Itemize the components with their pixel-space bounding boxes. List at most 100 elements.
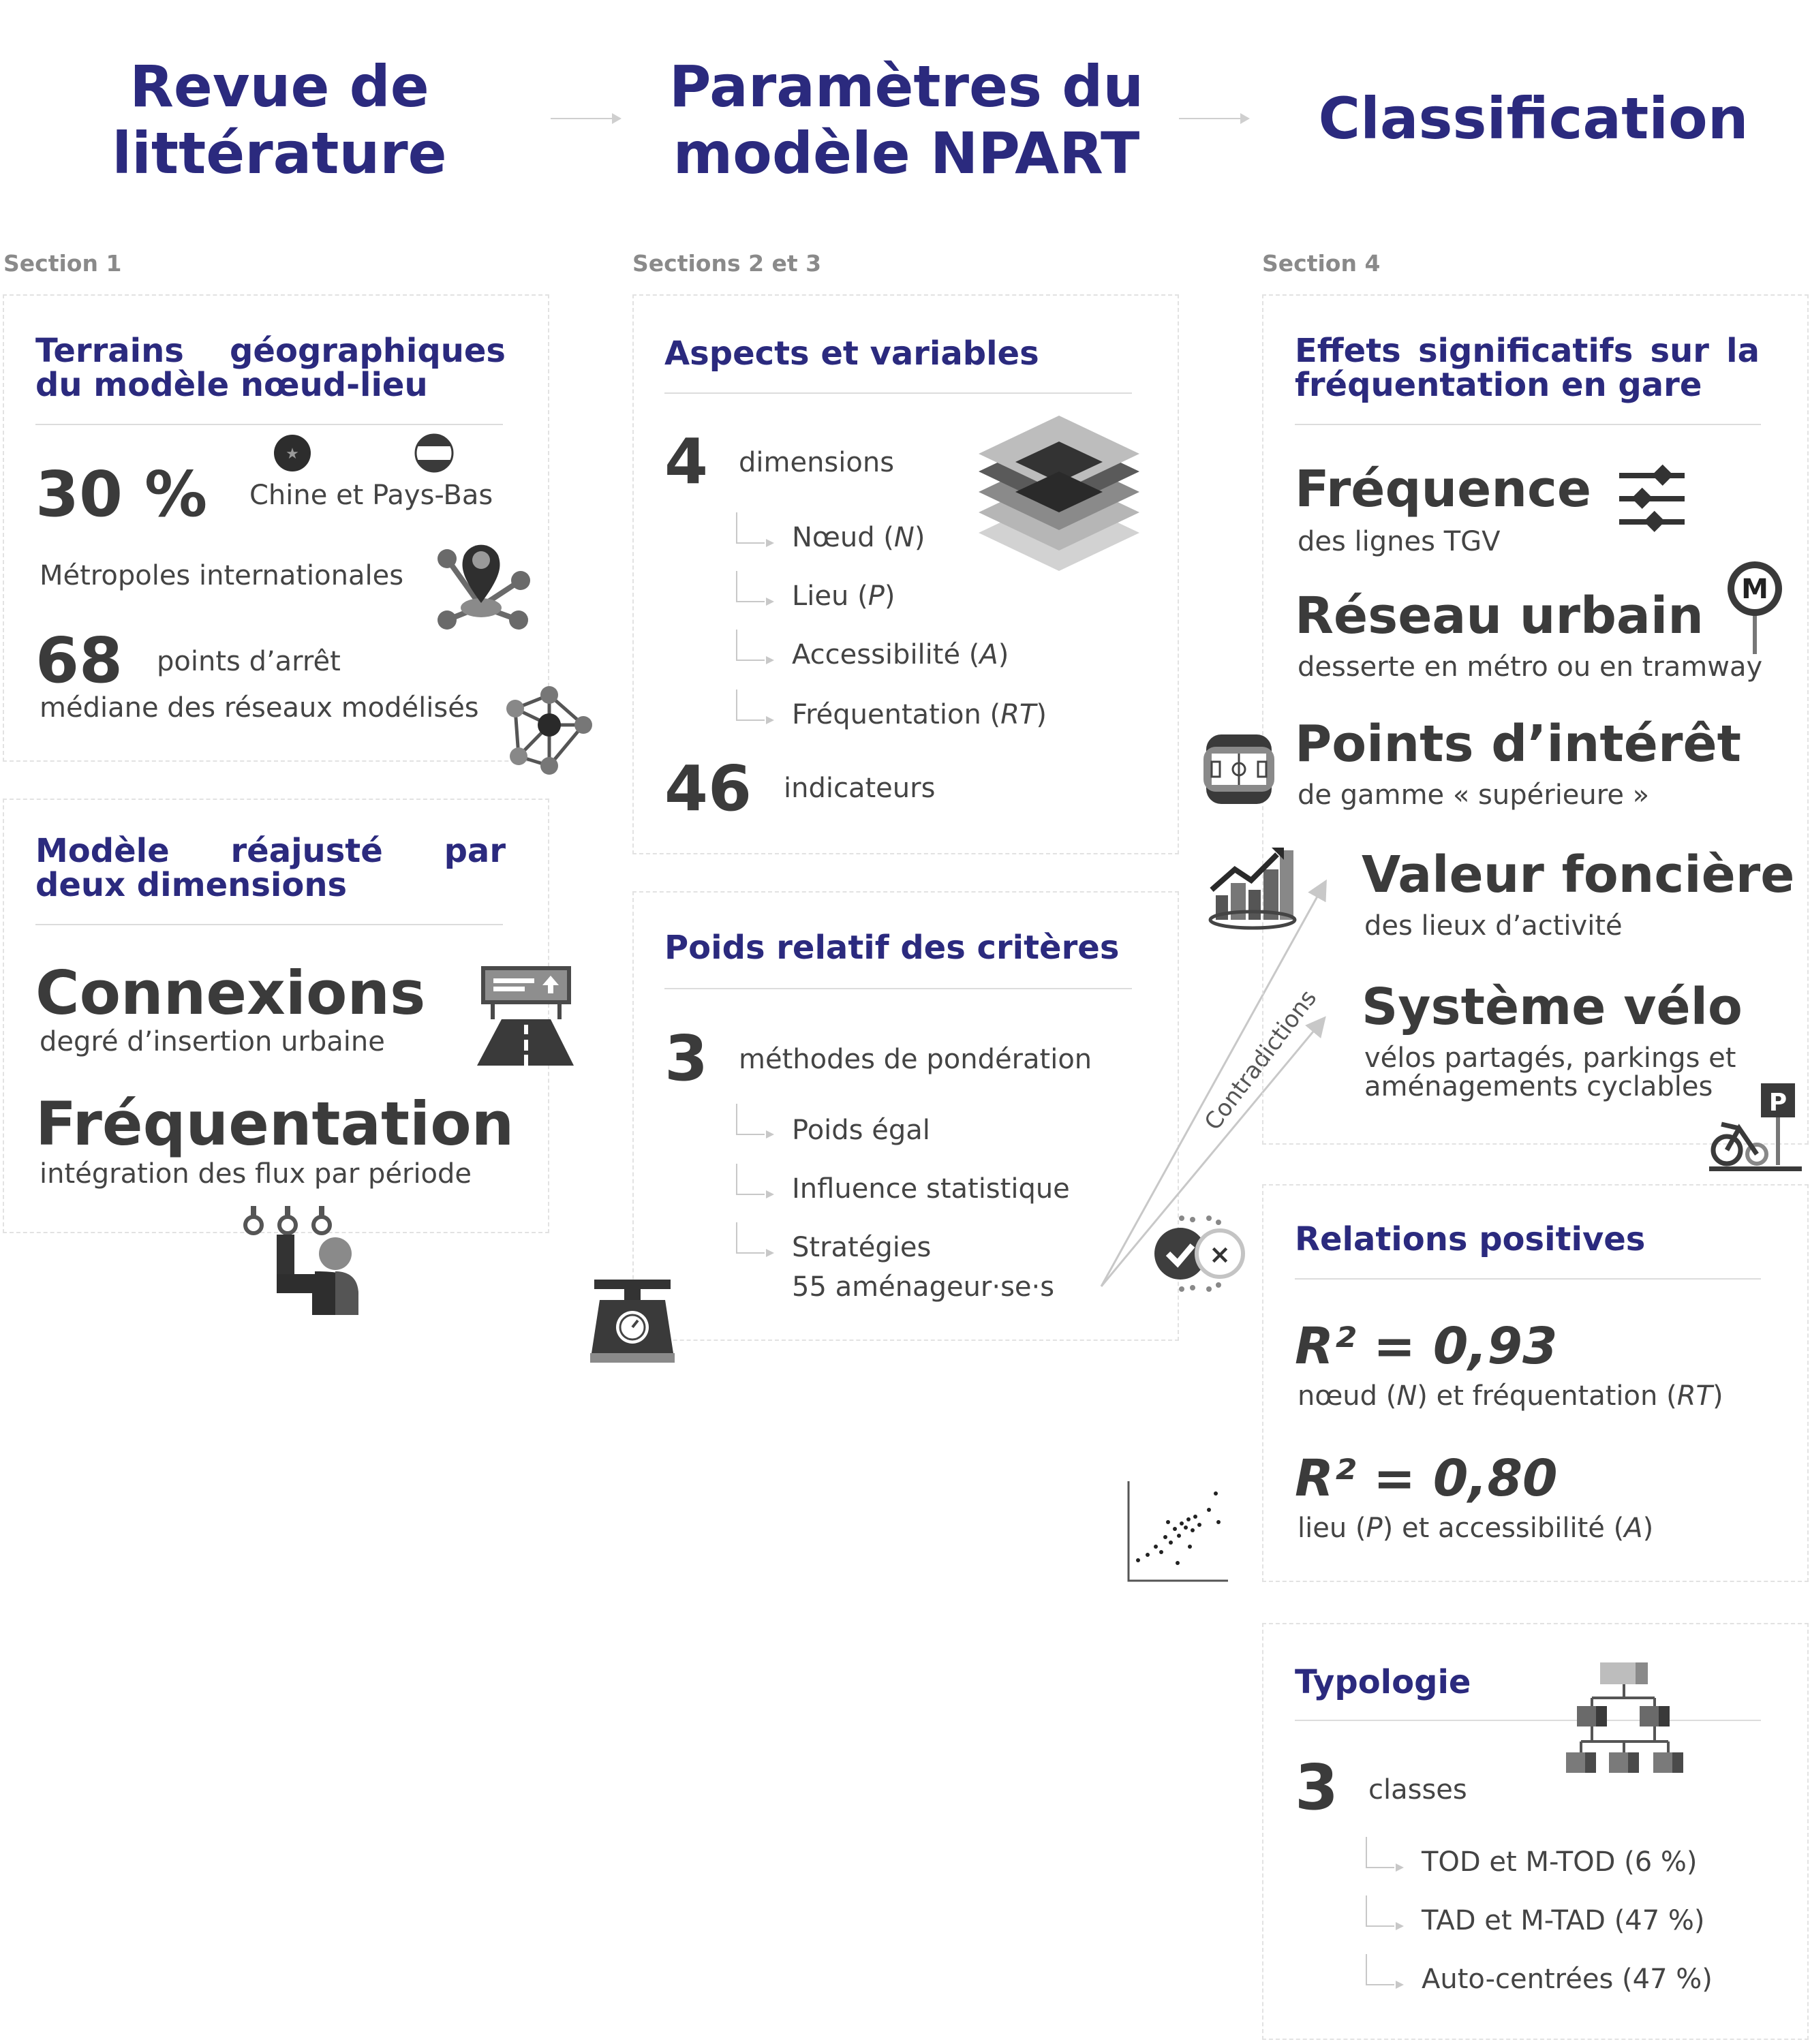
map-pin-network-icon (438, 544, 530, 630)
aspects-n-dimensions: 4 (664, 425, 709, 498)
header-classification: Classification (1318, 85, 1749, 152)
effets-systeme-velo-sub2: aménagements cyclables (1364, 1071, 1713, 1102)
relations-rule (1295, 1278, 1761, 1280)
scale-icon (590, 1280, 675, 1363)
poids-method-strategies: Stratégies (792, 1232, 932, 1263)
typologie-leader-3 (1366, 1954, 1404, 1989)
panel-relations (1262, 1184, 1809, 1582)
aspects-title: Aspects et variables (664, 335, 1039, 373)
effets-systeme-velo-sub1: vélos partagés, parkings et (1364, 1042, 1736, 1074)
aspects-leader-1 (736, 512, 774, 547)
metro-sign-icon: M (1728, 561, 1782, 654)
modele-connexions: Connexions (35, 958, 426, 1028)
header-arrow-2 (1179, 113, 1250, 124)
panel-effets (1262, 294, 1809, 1145)
section-label-2: Sections 2 et 3 (632, 250, 822, 277)
typologie-class-tod: TOD et M-TOD (6 %) (1422, 1846, 1698, 1878)
header-literature: Revue de littérature (112, 53, 447, 187)
modele-title: Modèle réajusté par deux dimensions (35, 832, 506, 904)
effets-title: Effets significatifs sur la fréquentatio… (1295, 332, 1760, 404)
svg-text:★: ★ (286, 446, 299, 463)
city-growth-icon (1208, 848, 1297, 930)
panel-modele (3, 799, 549, 1233)
typologie-rule (1295, 1720, 1761, 1721)
effets-frequence-sub: des lignes TGV (1298, 526, 1501, 557)
road-sign-icon (477, 966, 574, 1066)
aspects-leader-2 (736, 571, 774, 606)
effets-valeur-fonciere: Valeur foncière (1362, 846, 1795, 904)
effets-valeur-fonciere-sub: des lieux d’activité (1364, 910, 1623, 942)
terrains-rule (35, 424, 503, 425)
typologie-leader-1 (1366, 1837, 1404, 1872)
passenger-handle-icon (243, 1206, 358, 1315)
typologie-class-auto: Auto-centrées (47 %) (1422, 1964, 1713, 1995)
typologie-title: Typologie (1295, 1663, 1471, 1701)
effets-points-interet: Points d’intérêt (1295, 715, 1742, 773)
poids-method-amenageurs: 55 aménageur·se·s (792, 1271, 1055, 1303)
header-parameters: Paramètres du modèle NPART (669, 53, 1144, 187)
aspects-n-indicateurs: 46 (664, 752, 752, 825)
aspects-dim-noeud: Nœud (N) (792, 522, 925, 553)
sliders-icon (1619, 464, 1685, 532)
poids-method-egal: Poids égal (792, 1115, 930, 1146)
scatter-plot-icon (1127, 1481, 1228, 1582)
relations-r1: R² = 0,93 (1295, 1317, 1558, 1376)
relations-r2-sub: lieu (P) et accessibilité (A) (1298, 1513, 1654, 1544)
hierarchy-icon (1566, 1662, 1683, 1773)
aspects-dim-accessibilite: Accessibilité (A) (792, 639, 1009, 670)
section-label-3: Section 4 (1262, 250, 1381, 277)
header-arrow-1 (551, 113, 622, 124)
terrains-stat1-sub: Métropoles internationales (40, 560, 404, 591)
typologie-label: classes (1368, 1774, 1467, 1806)
check-cross-icon: × (1154, 1215, 1245, 1292)
aspects-dim-lieu: Lieu (P) (792, 580, 895, 612)
aspects-rule (664, 392, 1132, 394)
aspects-dimensions-label: dimensions (739, 447, 895, 478)
poids-leader-3 (736, 1222, 774, 1257)
aspects-leader-4 (736, 690, 774, 724)
section-label-1: Section 1 (3, 250, 122, 277)
terrains-stat1-value: 30 % (35, 458, 208, 531)
poids-title: Poids relatif des critères (664, 929, 1120, 967)
terrains-stat2-label: points d’arrêt (157, 646, 341, 677)
typologie-class-tad: TAD et M-TAD (47 %) (1422, 1905, 1705, 1936)
relations-r2: R² = 0,80 (1295, 1449, 1558, 1508)
modele-connexions-sub: degré d’insertion urbaine (40, 1026, 385, 1057)
effets-systeme-velo: Système vélo (1362, 978, 1743, 1036)
poids-n: 3 (664, 1022, 709, 1095)
svg-text:P: P (1769, 1089, 1787, 1117)
aspects-indicateurs-label: indicateurs (784, 773, 936, 804)
relations-title: Relations positives (1295, 1220, 1646, 1258)
terrains-stat2-sub: médiane des réseaux modélisés (40, 692, 479, 724)
panel-poids (632, 891, 1179, 1341)
effets-frequence: Fréquence (1295, 460, 1592, 518)
modele-rule (35, 924, 503, 925)
poids-rule (664, 988, 1132, 989)
relations-r1-sub: nœud (N) et fréquentation (RT) (1298, 1380, 1723, 1412)
panel-typologie (1262, 1623, 1809, 2040)
effets-reseau-urbain: Réseau urbain (1295, 587, 1704, 645)
layers-icon (979, 416, 1139, 571)
terrains-stat2-value: 68 (35, 624, 123, 697)
panel-aspects (632, 294, 1179, 854)
effets-reseau-urbain-sub: desserte en métro ou en tramway (1298, 651, 1763, 683)
panel-terrains (3, 294, 549, 762)
modele-frequentation-sub: intégration des flux par période (40, 1158, 472, 1190)
poids-leader-2 (736, 1164, 774, 1198)
typologie-n: 3 (1295, 1751, 1339, 1824)
poids-label: méthodes de pondération (739, 1044, 1092, 1075)
typologie-leader-2 (1366, 1895, 1404, 1930)
netherlands-flag-icon (414, 433, 454, 473)
bike-parking-icon: P (1709, 1083, 1802, 1171)
aspects-leader-3 (736, 630, 774, 664)
poids-leader-1 (736, 1104, 774, 1139)
terrains-stat1-label: Chine et Pays-Bas (249, 480, 493, 511)
svg-text:M: M (1741, 574, 1768, 605)
svg-text:×: × (1209, 1239, 1231, 1269)
effets-rule (1295, 424, 1761, 425)
stadium-icon (1203, 734, 1274, 804)
effets-points-interet-sub: de gamme « supérieure » (1298, 779, 1650, 811)
modele-frequentation: Fréquentation (35, 1089, 515, 1159)
network-graph-icon (506, 686, 592, 775)
